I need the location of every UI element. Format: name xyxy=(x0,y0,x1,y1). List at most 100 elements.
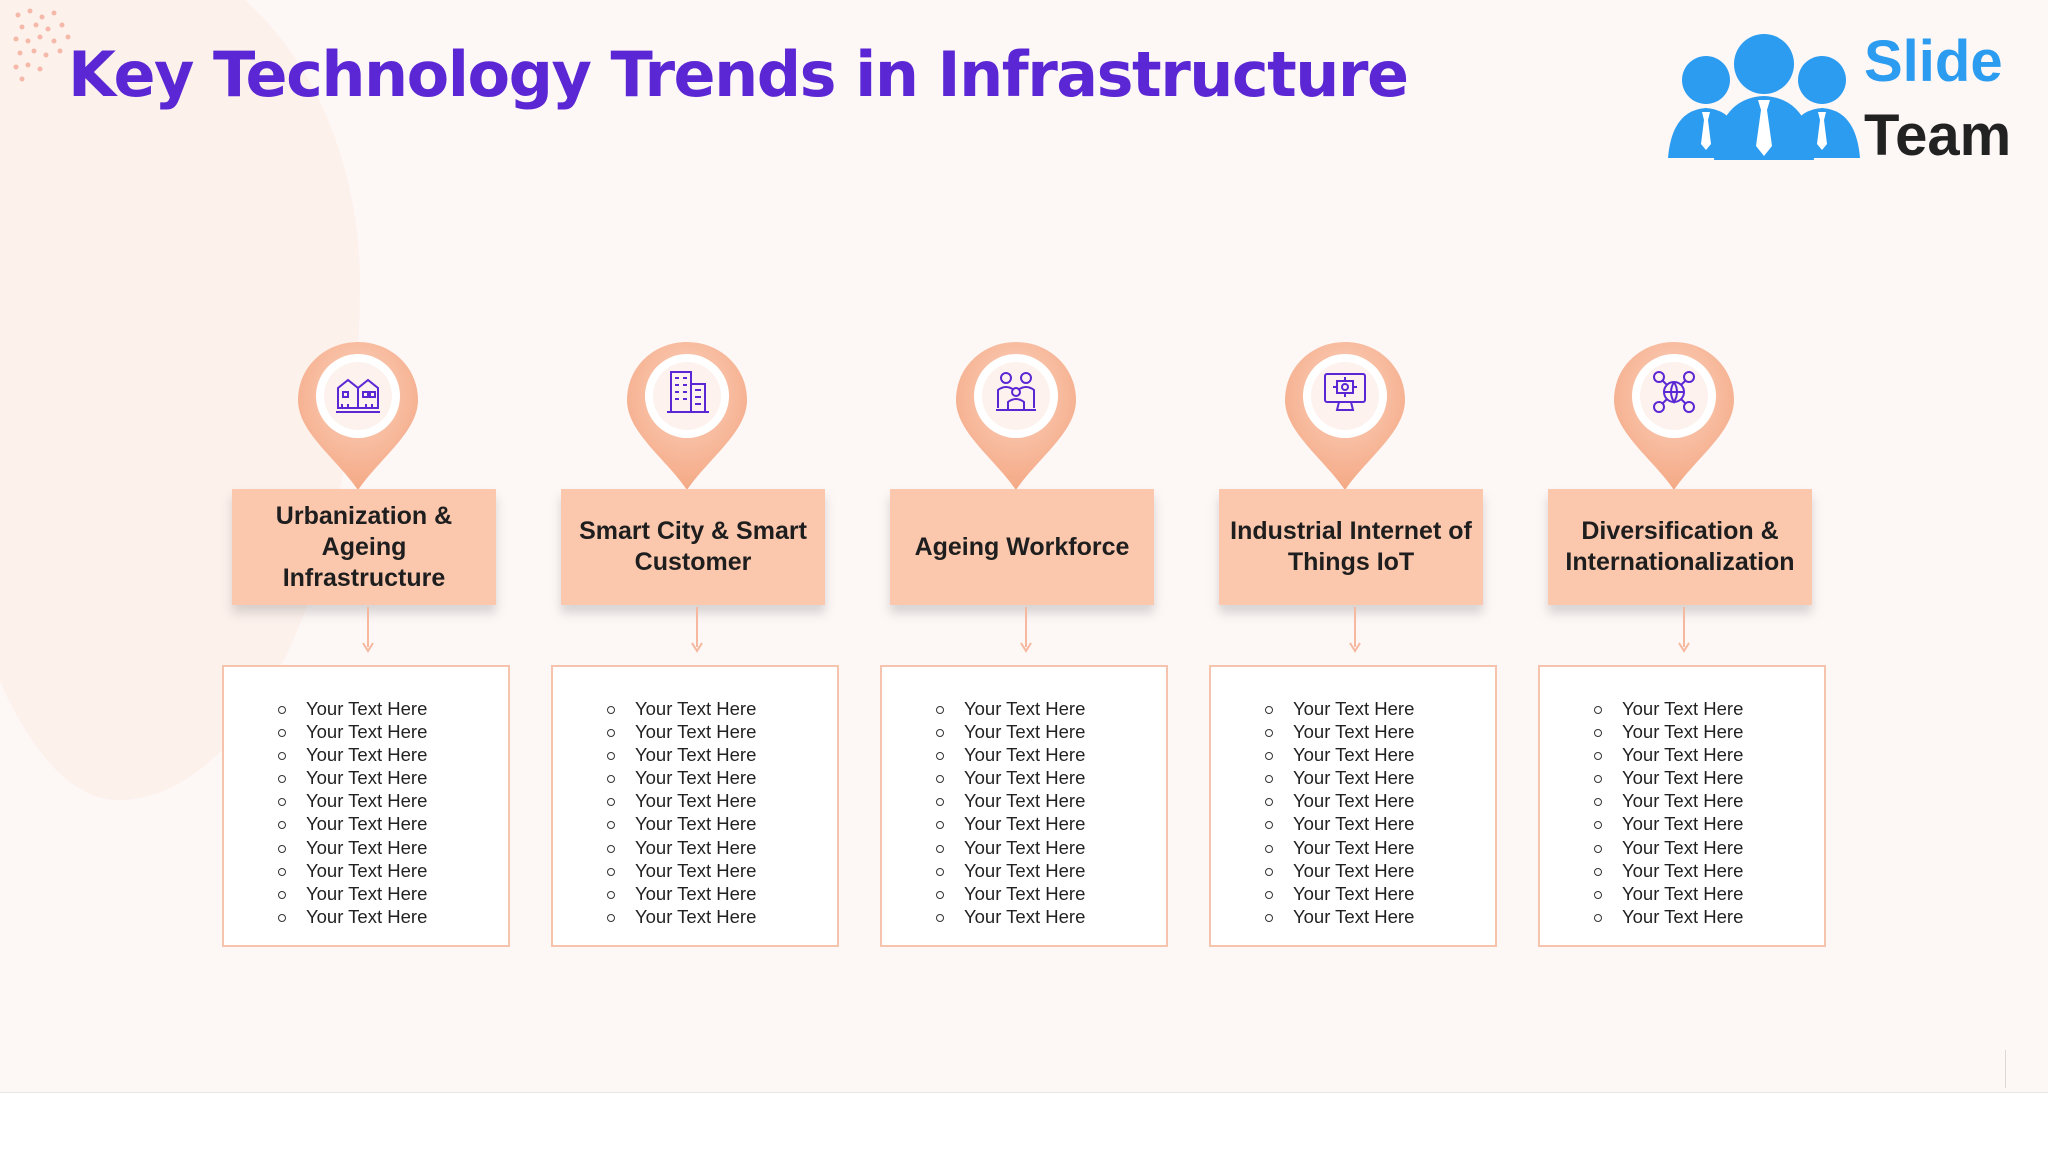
trend-column: Smart City & Smart Customer Your Text He… xyxy=(551,336,843,950)
list-item-text: Your Text Here xyxy=(964,744,1086,766)
bullet-icon xyxy=(1265,752,1273,761)
skyscraper-icon xyxy=(667,371,709,413)
bullet-icon xyxy=(607,775,615,784)
list-item-text: Your Text Here xyxy=(635,721,757,743)
list-item: Your Text Here xyxy=(278,697,427,720)
bullet-icon xyxy=(1265,798,1273,807)
list-item-text: Your Text Here xyxy=(1293,698,1415,719)
bullet-icon xyxy=(607,821,615,830)
trend-label-box: Urbanization & Ageing Infrastructure xyxy=(232,489,496,605)
bullet-icon xyxy=(607,844,615,853)
list-item: Your Text Here xyxy=(936,789,1085,812)
list-item-text: Your Text Here xyxy=(1622,813,1744,835)
list-item: Your Text Here xyxy=(1265,743,1414,766)
bullet-icon xyxy=(607,729,615,738)
bullet-list-box: Your Text Here Your Text Here Your Text He… xyxy=(880,665,1168,947)
list-item: Your Text Here xyxy=(936,720,1085,743)
map-pin-icon xyxy=(1614,342,1734,490)
bullet-icon xyxy=(278,729,286,738)
trend-label: Diversification & Internationalization xyxy=(1565,517,1795,576)
bullet-list-box: Your Text Here Your Text Here Your Text He… xyxy=(1538,665,1826,947)
list-item: Your Text Here xyxy=(1594,859,1743,882)
list-item-text: Your Text Here xyxy=(964,698,1086,719)
list-item-text: Your Text Here xyxy=(1293,905,1415,927)
list-item-text: Your Text Here xyxy=(964,905,1086,927)
bullet-icon xyxy=(1265,821,1273,830)
bullet-icon xyxy=(278,867,286,876)
list-item: Your Text Here xyxy=(278,743,427,766)
list-item-text: Your Text Here xyxy=(635,859,757,881)
list-item: Your Text Here xyxy=(1265,697,1414,720)
list-item: Your Text Here xyxy=(1265,905,1414,928)
bullet-icon xyxy=(607,706,615,714)
bullet-icon xyxy=(1594,821,1602,830)
arrow-down-icon xyxy=(362,607,374,653)
list-item: Your Text Here xyxy=(1265,789,1414,812)
bullet-icon xyxy=(607,867,615,876)
list-item-text: Your Text Here xyxy=(1293,790,1415,812)
map-pin-icon xyxy=(627,342,747,490)
list-item: Your Text Here xyxy=(1265,720,1414,743)
bullet-icon xyxy=(278,890,286,899)
team-people-icon xyxy=(1668,34,1860,160)
map-pin-icon xyxy=(956,342,1076,490)
bullet-icon xyxy=(278,798,286,807)
bullet-icon xyxy=(936,752,944,761)
list-item-text: Your Text Here xyxy=(635,836,757,858)
list-item: Your Text Here xyxy=(1265,766,1414,789)
list-item: Your Text Here xyxy=(936,859,1085,882)
list-item: Your Text Here xyxy=(1594,882,1743,905)
list-item-text: Your Text Here xyxy=(1622,698,1744,719)
bullet-icon xyxy=(1594,752,1602,761)
list-item-text: Your Text Here xyxy=(635,790,757,812)
logo-text-team: Team xyxy=(1864,103,2012,168)
list-item: Your Text Here xyxy=(278,812,427,835)
bullet-icon xyxy=(1265,729,1273,738)
list-item-text: Your Text Here xyxy=(635,744,757,766)
list-item: Your Text Here xyxy=(1594,836,1743,859)
list-item: Your Text Here xyxy=(278,766,427,789)
trend-label-box: Industrial Internet of Things IoT xyxy=(1219,489,1483,605)
bullet-icon xyxy=(607,752,615,761)
list-item-text: Your Text Here xyxy=(306,767,428,789)
bullet-icon xyxy=(1594,706,1602,714)
bullet-icon xyxy=(607,890,615,899)
bullet-icon xyxy=(1594,729,1602,738)
bullet-icon xyxy=(278,913,286,922)
list-item-text: Your Text Here xyxy=(1293,721,1415,743)
bullet-icon xyxy=(1594,844,1602,853)
list-item-text: Your Text Here xyxy=(964,790,1086,812)
bullet-list: Your Text Here Your Text Here Your Text He… xyxy=(1265,697,1414,928)
list-item-text: Your Text Here xyxy=(306,859,428,881)
bullet-list-box: Your Text Here Your Text Here Your Text He… xyxy=(551,665,839,947)
list-item: Your Text Here xyxy=(936,882,1085,905)
bullet-icon xyxy=(278,706,286,714)
bullet-icon xyxy=(278,775,286,784)
bullet-icon xyxy=(1265,706,1273,714)
list-item-text: Your Text Here xyxy=(1622,859,1744,881)
list-item-text: Your Text Here xyxy=(964,836,1086,858)
list-item: Your Text Here xyxy=(607,789,756,812)
bullet-icon xyxy=(1594,913,1602,922)
list-item: Your Text Here xyxy=(1594,720,1743,743)
bullet-list-box: Your Text Here Your Text Here Your Text He… xyxy=(1209,665,1497,947)
computer-iot-icon xyxy=(1324,373,1366,411)
list-item-text: Your Text Here xyxy=(306,698,428,719)
list-item-text: Your Text Here xyxy=(306,882,428,904)
list-item-text: Your Text Here xyxy=(635,698,757,719)
list-item: Your Text Here xyxy=(278,859,427,882)
trend-label: Industrial Internet of Things IoT xyxy=(1230,517,1472,576)
list-item: Your Text Here xyxy=(936,836,1085,859)
bullet-icon xyxy=(1265,890,1273,899)
list-item: Your Text Here xyxy=(1594,697,1743,720)
list-item: Your Text Here xyxy=(607,836,756,859)
trend-column: Urbanization & Ageing Infrastructure You… xyxy=(222,336,514,950)
list-item: Your Text Here xyxy=(1265,882,1414,905)
trend-label: Urbanization & Ageing Infrastructure xyxy=(275,501,453,592)
map-pin-icon xyxy=(298,342,418,490)
list-item: Your Text Here xyxy=(1594,905,1743,928)
list-item-text: Your Text Here xyxy=(1622,836,1744,858)
list-item: Your Text Here xyxy=(607,697,756,720)
trend-label: Ageing Workforce xyxy=(914,532,1130,561)
list-item-text: Your Text Here xyxy=(306,836,428,858)
